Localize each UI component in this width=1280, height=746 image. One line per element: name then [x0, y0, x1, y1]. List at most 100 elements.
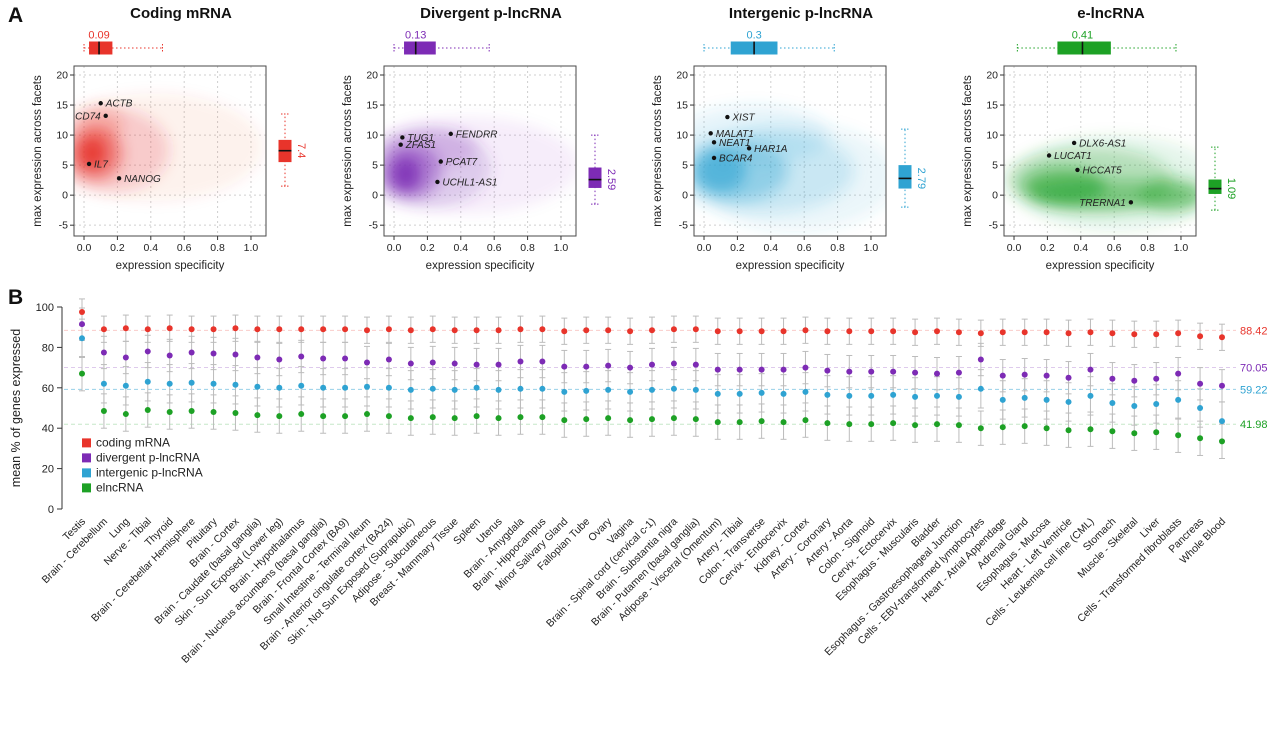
- data-point: [977, 330, 984, 337]
- data-point: [144, 326, 151, 333]
- data-point: [342, 384, 349, 391]
- series-dots-elncrna: [79, 370, 1225, 445]
- y-tick-label: 15: [56, 100, 68, 112]
- data-point: [495, 415, 502, 422]
- legend-label: intergenic p-lncRNA: [96, 465, 203, 479]
- data-point: [605, 415, 612, 422]
- data-point: [1087, 366, 1094, 373]
- density-cloud: [694, 105, 886, 232]
- data-point: [451, 415, 458, 422]
- data-point: [846, 392, 853, 399]
- data-point: [1197, 333, 1204, 340]
- data-point: [561, 363, 568, 370]
- data-point: [364, 359, 370, 366]
- data-point: [1175, 330, 1182, 337]
- data-point: [561, 388, 568, 395]
- data-point: [517, 385, 524, 392]
- data-point: [210, 409, 217, 416]
- data-point: [912, 369, 919, 376]
- data-point: [649, 327, 655, 334]
- median-value-label: 2.79: [915, 168, 927, 189]
- data-point: [495, 386, 502, 393]
- data-point: [627, 417, 634, 424]
- data-point: [517, 326, 524, 333]
- data-point: [1043, 396, 1050, 403]
- data-point: [780, 366, 787, 373]
- x-tick-label: 0.8: [830, 242, 845, 254]
- data-point: [999, 329, 1006, 336]
- y-axis-label: mean % of genes expressed: [9, 329, 23, 487]
- y-tick-label: 5: [62, 160, 68, 172]
- data-point: [999, 396, 1006, 403]
- data-point: [714, 390, 721, 397]
- gene-label: HAR1A: [754, 144, 788, 155]
- data-point: [912, 422, 919, 429]
- gene-label: PCAT7: [446, 157, 478, 168]
- data-point: [912, 393, 919, 400]
- y-tick-label: 0: [48, 504, 54, 516]
- data-point: [254, 326, 261, 333]
- gene-label: TUG1: [407, 133, 434, 144]
- data-point: [692, 386, 699, 393]
- data-point: [583, 387, 590, 394]
- data-point: [868, 328, 875, 335]
- data-point: [1109, 428, 1116, 435]
- data-point: [1131, 331, 1138, 338]
- data-point: [100, 326, 107, 333]
- gene-point: [725, 114, 730, 120]
- data-point: [429, 414, 436, 421]
- data-point: [79, 309, 85, 316]
- data-point: [364, 411, 370, 418]
- gene-point: [1071, 140, 1077, 146]
- data-point: [934, 328, 940, 335]
- median-value-label: 0.09: [88, 30, 109, 42]
- data-point: [144, 378, 151, 385]
- data-point: [868, 392, 875, 399]
- data-point: [232, 325, 239, 332]
- data-point: [868, 421, 875, 428]
- data-point: [868, 368, 875, 375]
- data-point: [1065, 398, 1072, 405]
- data-point: [1109, 375, 1116, 382]
- data-point: [1219, 334, 1225, 341]
- data-point: [79, 335, 85, 342]
- error-bars-coding: [79, 298, 1225, 351]
- data-point: [1087, 329, 1094, 336]
- density-plot-svg-divergent: 0.0 0.2 0.4 0.6 0.8 1.0 -5 0 5 10 15 20 expression s…: [342, 30, 617, 273]
- data-point: [122, 382, 129, 389]
- legend-label: elncRNA: [96, 480, 143, 494]
- data-point: [342, 413, 349, 420]
- data-point: [670, 326, 677, 333]
- data-point: [100, 349, 107, 356]
- data-point: [100, 408, 107, 415]
- gene-point: [98, 101, 103, 106]
- gene-label: BCAR4: [719, 153, 753, 164]
- gene-label: XIST: [731, 113, 755, 124]
- data-point: [232, 351, 239, 358]
- data-point: [1131, 377, 1138, 384]
- x-tick-label: 0.4: [143, 242, 158, 254]
- data-point: [144, 348, 151, 355]
- gene-label: HCCAT5: [1082, 165, 1122, 176]
- data-point: [1175, 432, 1182, 439]
- x-tick-label: 0.0: [697, 242, 712, 254]
- data-point: [276, 384, 283, 391]
- data-point: [583, 363, 590, 370]
- data-point: [824, 367, 831, 374]
- data-point: [320, 384, 327, 391]
- x-tick-label: 0.8: [1140, 242, 1155, 254]
- data-point: [1087, 392, 1094, 399]
- y-tick-label: 5: [682, 160, 688, 172]
- data-point: [210, 380, 217, 387]
- data-point: [1043, 329, 1050, 336]
- data-point: [298, 411, 305, 418]
- y-tick-label: 0: [62, 190, 68, 202]
- data-point: [473, 327, 480, 334]
- data-point: [79, 370, 85, 377]
- axis-ticks: [690, 74, 872, 240]
- data-point: [539, 326, 546, 333]
- data-point: [1153, 375, 1160, 382]
- y-tick-label: 10: [676, 130, 688, 142]
- data-point: [824, 328, 831, 335]
